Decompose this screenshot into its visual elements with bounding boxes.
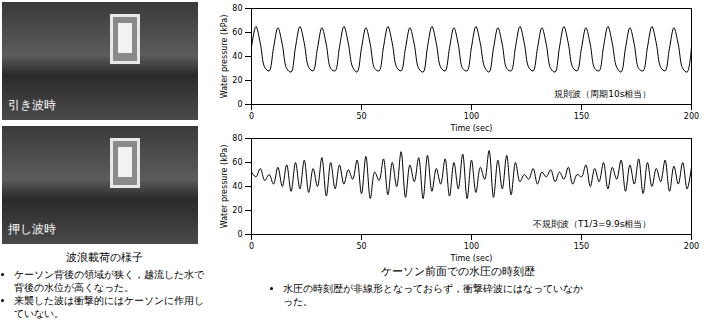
html-text:ケーソン前面での水圧の時刻歴: ケーソン前面での水圧の時刻歴 [381,265,535,278]
svg-text:20: 20 [232,206,242,215]
svg-text:80: 80 [232,134,242,143]
html-text:水圧の時刻歴が非線形となっておらず，衝撃砕波にはなっていなか: 水圧の時刻歴が非線形となっておらず，衝撃砕波にはなっていなかった。 [283,283,583,307]
svg-text:100: 100 [464,112,479,121]
svg-text:60: 60 [232,28,242,37]
svg-text:40: 40 [232,52,242,61]
html-text:ケーソン背後の領域が狭く，越流した水で背後の水位が高くなった: ケーソン背後の領域が狭く，越流した水で背後の水位が高くなった。 [14,269,204,293]
html-text:押し波時: 押し波時 [8,222,56,236]
svg-text:150: 150 [574,242,589,251]
html-text:引き波時: 引き波時 [8,98,56,112]
svg-text:Water pressure (kPa): Water pressure (kPa) [220,145,229,229]
svg-text:50: 50 [356,242,366,251]
svg-text:不規則波（T1/3=9.9s相当）: 不規則波（T1/3=9.9s相当） [533,219,652,229]
svg-text:規則波（周期10s相当）: 規則波（周期10s相当） [554,89,651,99]
svg-text:20: 20 [232,76,242,85]
svg-text:100: 100 [464,242,479,251]
svg-text:50: 50 [356,112,366,121]
svg-text:Water pressure (kPa): Water pressure (kPa) [220,15,229,99]
svg-text:0: 0 [249,112,254,121]
svg-text:200: 200 [684,242,699,251]
svg-text:0: 0 [237,100,242,109]
svg-text:0: 0 [237,230,242,239]
html-text:波浪載荷の様子: 波浪載荷の様子 [66,251,143,264]
svg-text:Time (sec): Time (sec) [450,124,493,133]
svg-text:150: 150 [574,112,589,121]
svg-text:60: 60 [232,158,242,167]
svg-text:200: 200 [684,112,699,121]
svg-text:Time (sec): Time (sec) [450,254,493,263]
svg-text:80: 80 [232,4,242,13]
svg-text:0: 0 [249,242,254,251]
svg-text:40: 40 [232,182,242,191]
html-text:来襲した波は衝撃的にはケーソンに作用していない。: 来襲した波は衝撃的にはケーソンに作用していない。 [14,295,204,319]
